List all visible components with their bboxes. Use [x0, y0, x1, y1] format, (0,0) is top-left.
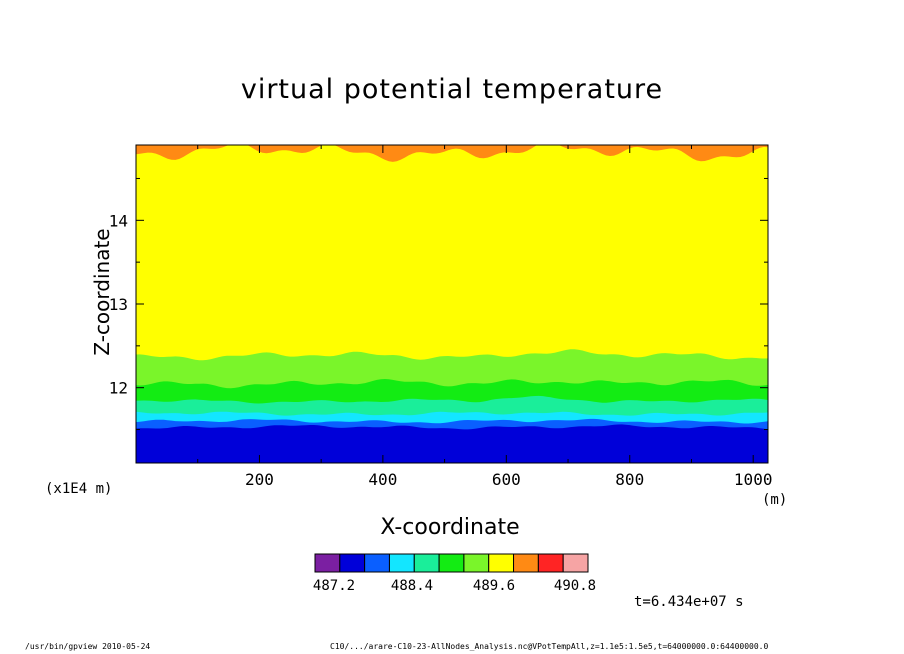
plot-area: [136, 145, 768, 463]
x-tick-label: 600: [492, 470, 521, 489]
time-annotation: t=6.434e+07 s: [634, 594, 744, 610]
footer-command-date: /usr/bin/gpview 2010-05-24: [25, 642, 151, 651]
colorbar-swatch: [513, 553, 539, 573]
colorbar-tick-label: 490.8: [553, 578, 597, 594]
colorbar-tick-label: 488.4: [390, 578, 434, 594]
colorbar-swatch: [488, 553, 515, 573]
colorbar-swatch: [388, 553, 415, 573]
colorbar-swatch: [463, 553, 490, 573]
colorbar-tick-label: 487.2: [312, 578, 356, 594]
contour-band: [136, 145, 768, 162]
colorbar-swatch: [537, 553, 564, 573]
colorbar-tick-label: 489.6: [472, 578, 516, 594]
footer-source-path: C10/.../arare-C10-23-AllNodes_Analysis.n…: [330, 642, 769, 651]
x-axis-label: X-coordinate: [380, 515, 520, 540]
chart-title: virtual potential temperature: [240, 74, 664, 105]
colorbar-swatch: [364, 553, 390, 573]
x-tick-label: 1000: [734, 470, 773, 489]
x-tick-label: 200: [245, 470, 274, 489]
colorbar-swatch: [413, 553, 440, 573]
colorbar-swatch: [314, 553, 341, 573]
colorbar-swatch: [562, 553, 589, 573]
contour-band: [136, 145, 768, 361]
x-axis-unit: (m): [762, 492, 788, 508]
colorbar: [314, 553, 589, 573]
axes: 200 400 600 800 1000 12 13 14: [109, 144, 773, 489]
x-tick-label: 800: [615, 470, 644, 489]
y-axis-label: Z-coordinate: [90, 228, 114, 356]
x-tick-label: 400: [368, 470, 397, 489]
colorbar-swatch: [438, 553, 465, 573]
y-tick-label: 13: [109, 295, 128, 314]
contour-fill: [136, 145, 768, 463]
y-axis-unit: (x1E4 m): [45, 481, 113, 497]
y-tick-label: 14: [109, 211, 128, 230]
y-tick-label: 12: [109, 379, 128, 398]
colorbar-swatch: [339, 553, 366, 573]
